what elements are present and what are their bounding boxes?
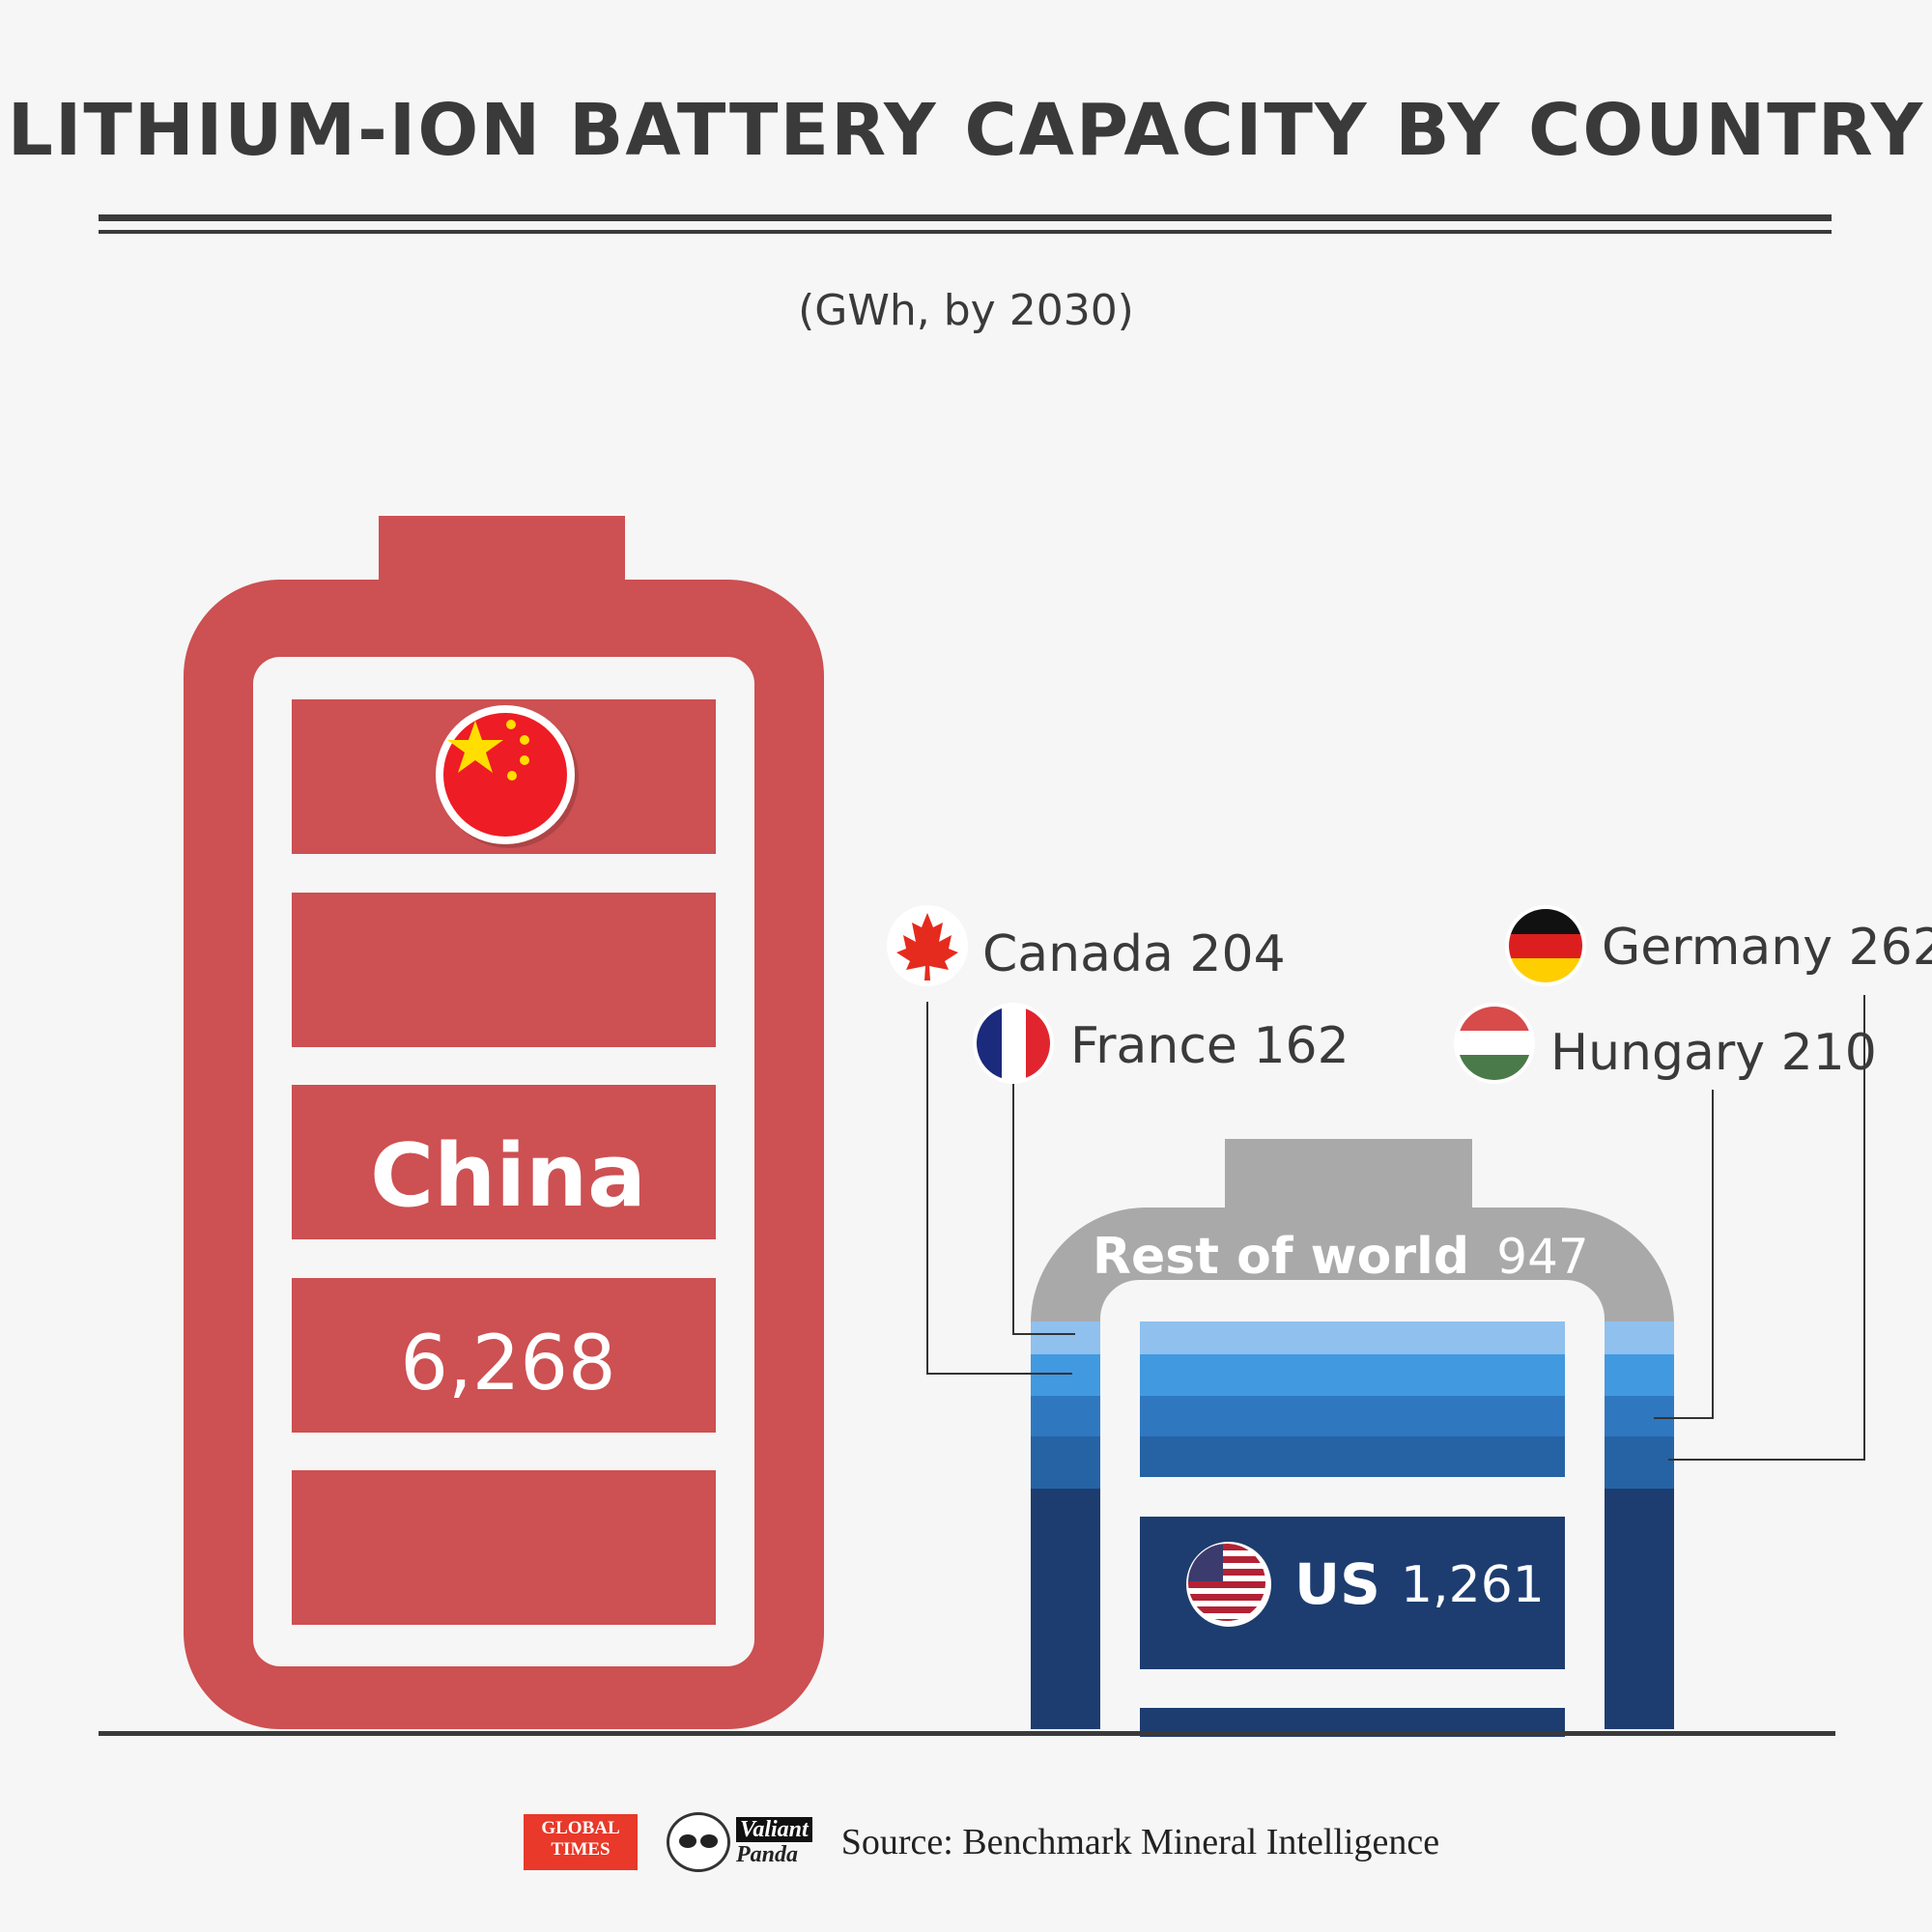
leader-lines <box>926 995 1865 1461</box>
germany-flag-icon <box>1505 905 1586 986</box>
us-cell-1d <box>1140 1436 1565 1477</box>
hungary-label: Hungary 210 <box>1550 1024 1877 1082</box>
chart-title: LITHIUM-ION BATTERY CAPACITY BY COUNTRY <box>7 89 1925 172</box>
canada-label: Canada 204 <box>982 925 1286 983</box>
title-rule-thick <box>99 214 1832 221</box>
title-rule-thin <box>99 230 1832 234</box>
valiant-panda-top-text: Valiant <box>736 1817 812 1842</box>
panda-icon <box>667 1812 730 1872</box>
china-battery: China 6,268 <box>184 516 824 1729</box>
chart-subtitle: (GWh, by 2030) <box>798 286 1134 335</box>
canada-leader <box>926 1002 1072 1375</box>
us-cell-1 <box>1140 1321 1565 1354</box>
germany-leader <box>1668 995 1865 1461</box>
row-name-label: Rest of world <box>1093 1228 1469 1286</box>
china-flag-icon <box>436 705 579 848</box>
china-battery-terminal <box>379 516 625 585</box>
hungary-flag-icon <box>1454 1003 1535 1084</box>
valiant-panda-bottom-text: Panda <box>736 1842 799 1867</box>
chart-baseline <box>99 1731 1835 1736</box>
source-note: Source: Benchmark Mineral Intelligence <box>840 1822 1440 1862</box>
global-times-logo: GLOBAL TIMES <box>524 1814 638 1870</box>
us-name-label: US <box>1294 1551 1380 1617</box>
france-label: France 162 <box>1070 1017 1350 1075</box>
china-name-label: China <box>370 1125 646 1227</box>
hungary-leader <box>1654 1090 1714 1419</box>
france-flag-icon <box>973 1003 1054 1084</box>
germany-label: Germany 262 <box>1602 919 1932 977</box>
us-battery: Rest of world 947 US 1,261 <box>1031 1139 1674 1782</box>
china-cell-3 <box>292 1085 716 1239</box>
row-battery-terminal <box>1225 1139 1472 1216</box>
china-cell-2 <box>292 893 716 1047</box>
china-value-label: 6,268 <box>400 1321 615 1407</box>
footer: GLOBAL TIMES Valiant Panda Source: Bench… <box>524 1808 1439 1876</box>
france-leader <box>1012 1084 1075 1335</box>
us-flag-icon <box>1186 1542 1271 1627</box>
canada-flag-icon <box>887 905 968 986</box>
us-cell-1b <box>1140 1354 1565 1396</box>
us-value-label: 1,261 <box>1401 1556 1545 1614</box>
valiant-panda-logo: Valiant Panda <box>667 1812 812 1872</box>
china-cell-4 <box>292 1278 716 1433</box>
row-value-label: 947 <box>1496 1229 1588 1285</box>
us-cell-1c <box>1140 1396 1565 1436</box>
china-cell-5 <box>292 1470 716 1625</box>
